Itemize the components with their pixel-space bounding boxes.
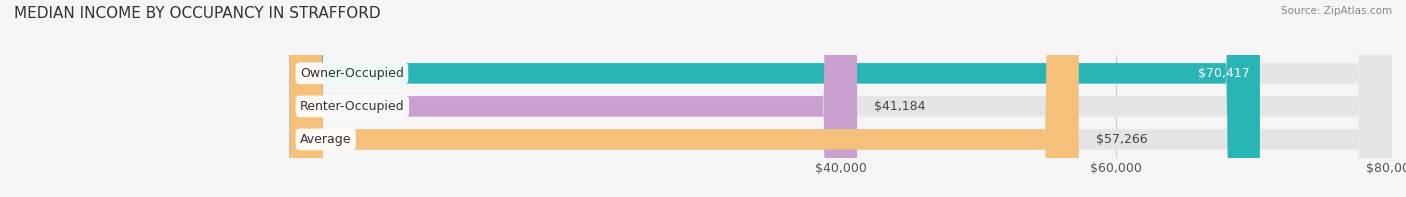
Text: $70,417: $70,417 (1198, 67, 1250, 80)
FancyBboxPatch shape (290, 0, 1078, 197)
FancyBboxPatch shape (290, 0, 858, 197)
Text: Owner-Occupied: Owner-Occupied (299, 67, 404, 80)
FancyBboxPatch shape (290, 0, 1392, 197)
Text: Average: Average (299, 133, 352, 146)
Text: MEDIAN INCOME BY OCCUPANCY IN STRAFFORD: MEDIAN INCOME BY OCCUPANCY IN STRAFFORD (14, 6, 381, 21)
FancyBboxPatch shape (290, 0, 1392, 197)
FancyBboxPatch shape (290, 0, 1260, 197)
FancyBboxPatch shape (290, 0, 1392, 197)
Text: Source: ZipAtlas.com: Source: ZipAtlas.com (1281, 6, 1392, 16)
Text: $41,184: $41,184 (875, 100, 925, 113)
Text: Renter-Occupied: Renter-Occupied (299, 100, 405, 113)
Text: $57,266: $57,266 (1095, 133, 1147, 146)
